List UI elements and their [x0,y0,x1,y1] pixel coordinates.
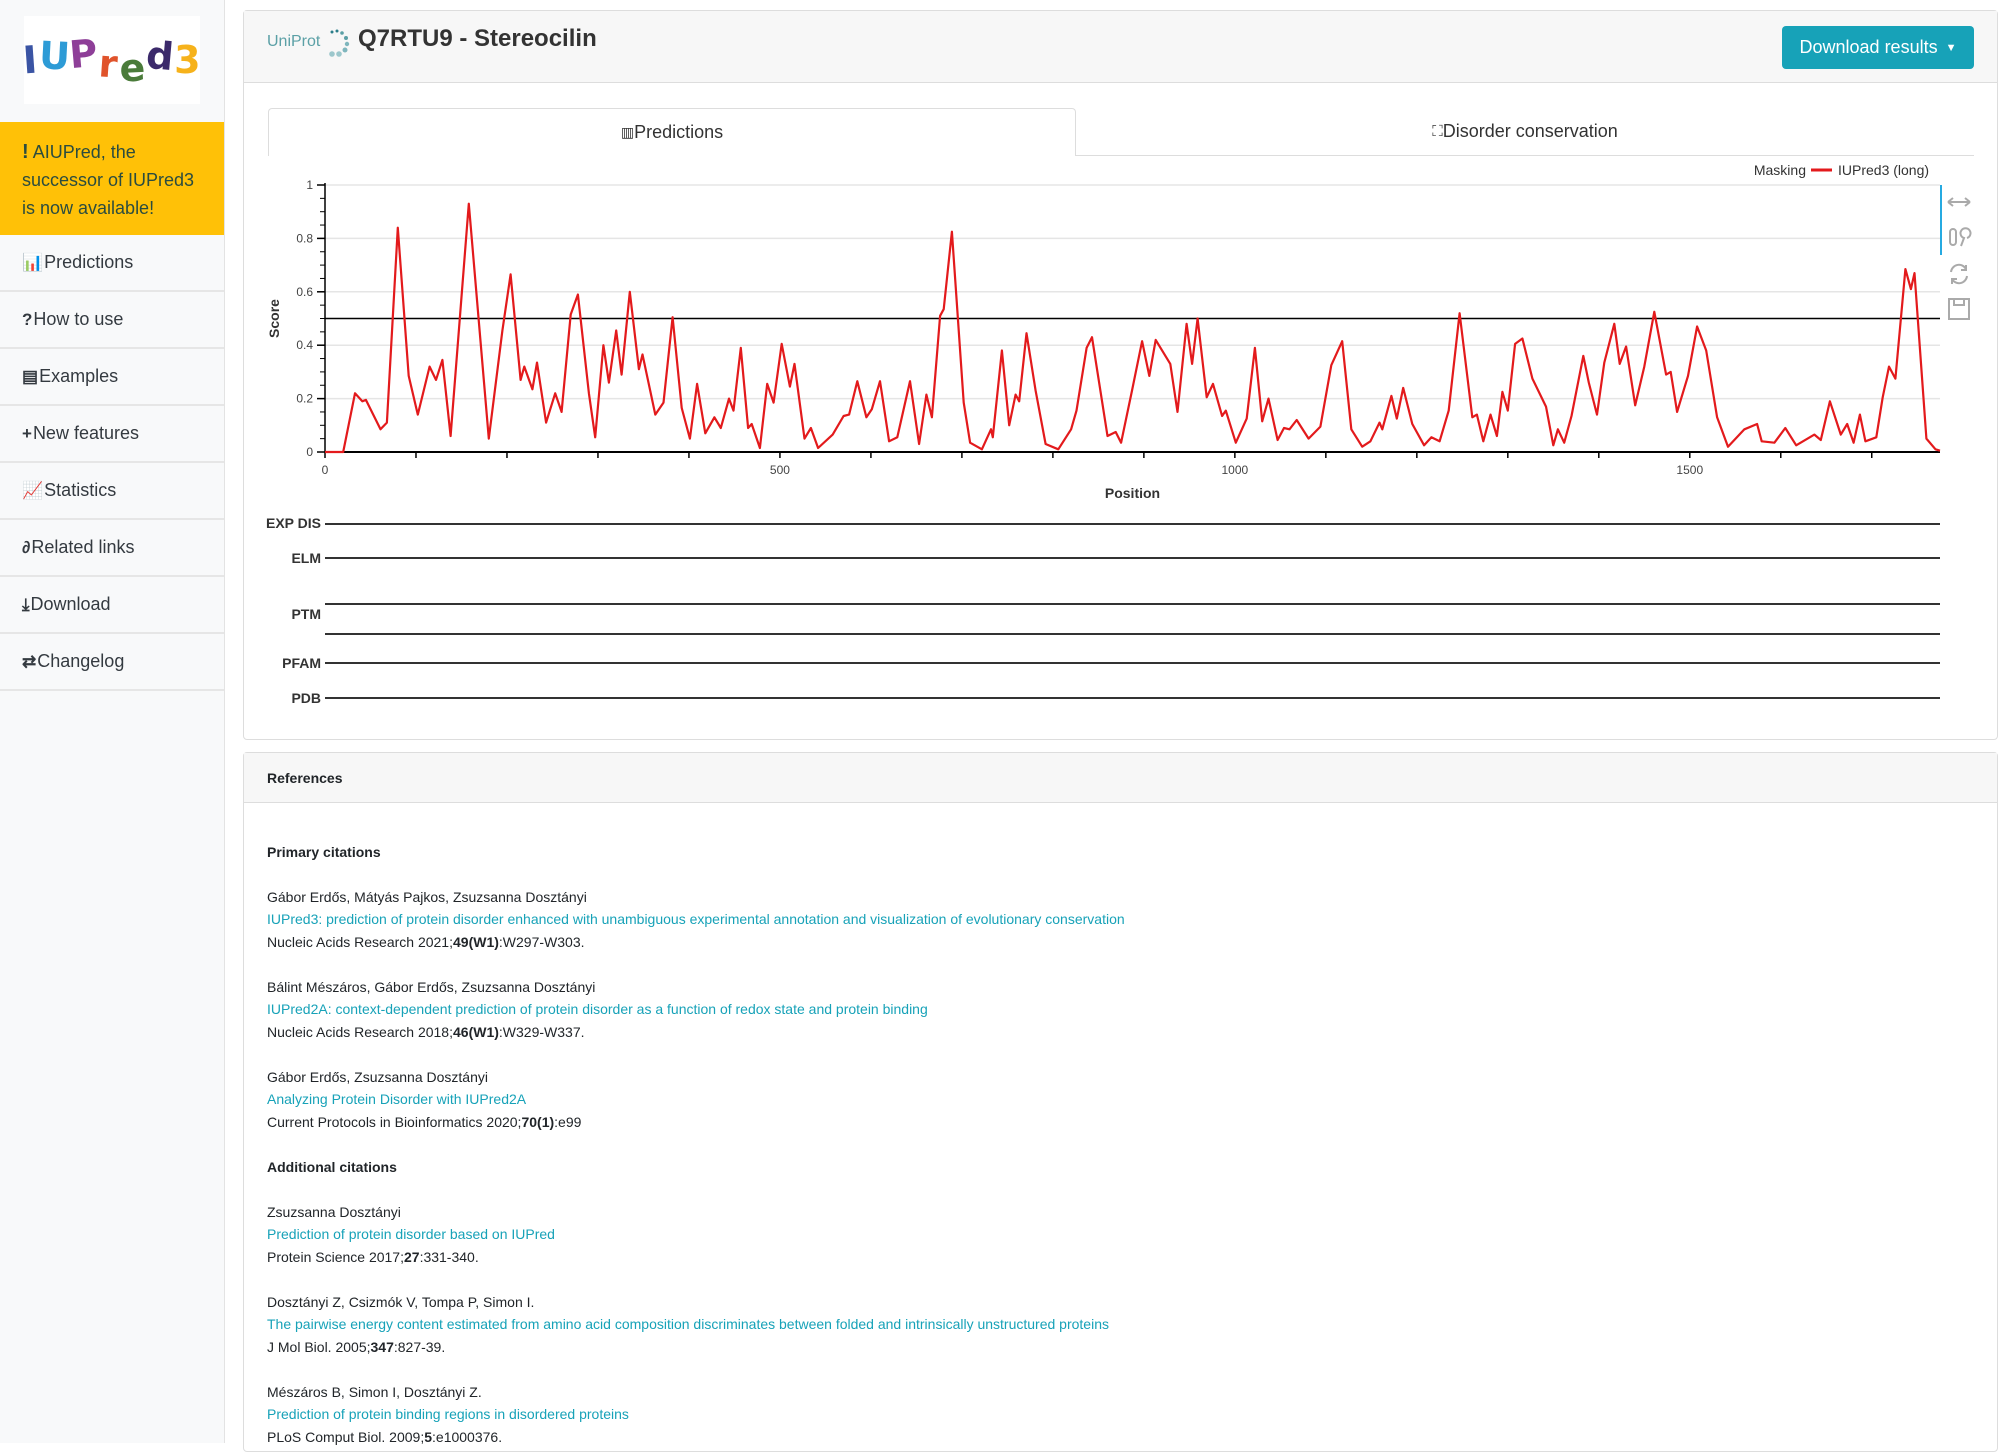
sidebar-item-label: Changelog [37,651,125,671]
wheel-zoom-icon[interactable] [1949,227,1972,247]
series-line-iupred3-long [325,202,1941,454]
sidebar-item-label: Download [30,594,111,614]
legend-entry-iupred3-long[interactable]: IUPred3 (long) [1838,162,1929,178]
disorder-chart: 0 0.2 0.4 0.6 0.8 1 0 500 1000 1500 Score Position M… [266,162,1972,706]
x-tick-label: 500 [770,463,790,477]
sidebar-item-predictions[interactable]: 📊 Predictions [0,235,224,292]
feature-track-label: PDB [291,690,321,706]
citation-journal: Nucleic Acids Research 2021;49(W1):W297-… [267,934,585,950]
citation-authors: Dosztányi Z, Csizmók V, Tompa P, Simon I… [267,1294,535,1310]
x-tick-label: 1500 [1676,463,1703,477]
book-icon: ▤ [22,366,39,386]
feature-track-label: PTM [291,606,321,622]
logo-letter: r [97,41,120,87]
citation-journal: PLoS Comput Biol. 2009;5:e1000376. [267,1429,503,1445]
sidebar-item-related-links[interactable]: ∂ Related links [0,520,224,577]
citation-authors: Mészáros B, Simon I, Dosztányi Z. [267,1384,482,1400]
page-title: Q7RTU9 - Stereocilin [358,25,597,52]
x-tick-label: 0 [322,463,329,477]
citation-title-link[interactable]: IUPred2A: context-dependent prediction o… [267,1001,928,1017]
citation-title-link[interactable]: Prediction of protein disorder based on … [267,1226,555,1242]
y-tick-label: 0.8 [296,231,313,245]
sidebar-item-label: New features [32,423,139,443]
y-tick-label: 0.6 [296,285,313,299]
tab-predictions[interactable]: ▥ Predictions [268,108,1076,156]
legend-masking-toggle[interactable]: Masking [1754,162,1806,178]
citation-journal: J Mol Biol. 2005;347:827-39. [267,1339,446,1355]
citations-heading: Primary citations [267,844,381,860]
citation-journal: Protein Science 2017;27:331-340. [267,1249,479,1265]
feature-track-label: ELM [291,550,321,566]
sidebar-item-label: How to use [33,309,124,329]
save-icon[interactable] [1948,298,1970,320]
y-tick-label: 0 [306,445,313,459]
sidebar-item-label: Related links [31,537,135,557]
x-axis-label: Position [1105,485,1160,501]
y-tick-label: 1 [306,178,313,192]
sidebar-item-label: Predictions [44,252,134,272]
caret-down-icon: ▼ [1945,41,1957,54]
link-icon: ∂ [22,537,31,557]
uniprot-dots-icon [329,29,350,57]
banner-text: AIUPred, the successor of IUPred3 is now… [22,142,195,218]
citation-authors: Zsuzsanna Dosztányi [267,1204,401,1220]
references-card: References Primary citations Gábor Erdős,… [243,752,1998,1452]
citations-heading: Additional citations [267,1159,397,1175]
citation-authors: Bálint Mészáros, Gábor Erdős, Zsuzsanna … [267,979,596,995]
exclamation-icon: ! [22,141,29,163]
citation-journal: Current Protocols in Bioinformatics 2020… [267,1114,582,1130]
citation-title-link[interactable]: Analyzing Protein Disorder with IUPred2A [267,1091,527,1107]
citation-title-link[interactable]: Prediction of protein binding regions in… [267,1406,629,1422]
logo-letter: U [37,33,71,79]
sitemap-icon: ⛶ [1432,123,1443,140]
feature-track-label: PFAM [282,655,321,671]
citation-title-link[interactable]: IUPred3: prediction of protein disorder … [267,911,1125,927]
exchange-icon: ⇄ [22,651,37,671]
references-header: References [244,753,1997,803]
y-tick-label: 0.4 [296,338,313,352]
sidebar-item-statistics[interactable]: 📈 Statistics [0,463,224,520]
sidebar-item-label: Statistics [44,480,117,500]
bar-chart-icon: 📊 [22,252,44,272]
sidebar-item-new-features[interactable]: + New features [0,406,224,463]
reset-icon[interactable] [1950,263,1968,285]
download-results-button[interactable]: Download results ▼ [1782,26,1974,69]
results-card: UniProt Q7RTU9 - Stereocilin Download re… [243,10,1998,740]
bar-chart-icon: ▥ [620,124,635,140]
feature-track-label: EXP DIS [266,515,321,531]
question-icon: ? [22,309,33,329]
sidebar-item-how-to-use[interactable]: ? How to use [0,292,224,349]
aiupred-announcement-banner[interactable]: ! AIUPred, the successor of IUPred3 is n… [0,122,224,235]
citation-authors: Gábor Erdős, Zsuzsanna Dosztányi [267,1069,488,1085]
pan-icon[interactable] [1947,197,1971,207]
y-tick-label: 0.2 [296,392,313,406]
logo-letter: d [144,32,176,80]
logo-letter: I [21,37,40,83]
logo-letter: P [68,30,100,78]
results-header: UniProt Q7RTU9 - Stereocilin Download re… [244,11,1997,83]
sidebar-item-label: Examples [39,366,119,386]
citation-authors: Gábor Erdős, Mátyás Pajkos, Zsuzsanna Do… [267,889,587,905]
sidebar-item-download[interactable]: ⤓ Download [0,577,224,634]
logo-letter: e [118,45,147,91]
citation-title-link[interactable]: The pairwise energy content estimated fr… [267,1316,1109,1332]
sidebar-item-examples[interactable]: ▤ Examples [0,349,224,406]
citation-journal: Nucleic Acids Research 2018;46(W1):W329-… [267,1024,585,1040]
line-chart-icon: 📈 [22,480,44,500]
plus-icon: + [22,423,32,443]
tab-disorder-conservation[interactable]: ⛶ Disorder conservation [1076,108,1974,156]
x-tick-label: 1000 [1222,463,1249,477]
logo-letter: 3 [174,38,201,82]
y-axis-label: Score [266,299,282,338]
download-icon: ⤓ [22,594,30,614]
sidebar-item-changelog[interactable]: ⇄ Changelog [0,634,224,691]
uniprot-logo[interactable]: UniProt [267,33,321,50]
